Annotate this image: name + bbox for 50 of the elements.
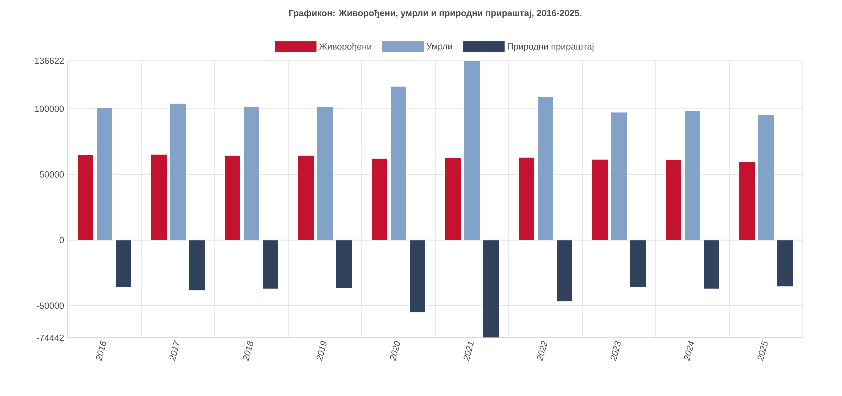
bar: [372, 158, 388, 241]
x-tick-label: 2020: [390, 341, 400, 362]
bar: [483, 240, 500, 338]
bar: [518, 157, 536, 241]
bar: [445, 158, 462, 241]
x-tick-label: 2019: [316, 341, 327, 362]
bar: [189, 240, 206, 292]
x-tick-label: 2024: [684, 340, 694, 362]
x-tick-label: 2016: [96, 340, 106, 362]
x-tick-label: 2022: [537, 341, 548, 362]
bar: [704, 240, 720, 290]
bar: [96, 107, 113, 241]
bar: [224, 156, 242, 241]
bar: [758, 114, 775, 241]
x-tick-label: 2023: [610, 340, 621, 362]
bar: [739, 162, 756, 241]
legend-label: Умрли: [426, 43, 452, 52]
y-tick-label: 50000: [40, 172, 64, 178]
y-tick-label: 136622: [35, 58, 64, 64]
bar: [262, 240, 280, 290]
chart-title: Графикон: Живорођени, умрли и природни прираштај, 2016-2025.: [289, 10, 582, 18]
bar: [611, 112, 628, 241]
x-tick-label: 2021: [464, 342, 474, 362]
bar: [336, 240, 353, 289]
bar: [317, 106, 334, 241]
y-tick-label: -50000: [36, 302, 64, 310]
y-tick-label: 100000: [35, 106, 64, 112]
bar: [538, 96, 554, 241]
bar: [410, 240, 426, 313]
y-tick-label: -74442: [36, 334, 64, 342]
x-tick-label: 2018: [243, 340, 254, 362]
bar: [464, 60, 481, 241]
bar: [151, 154, 168, 241]
bar: [298, 155, 315, 241]
bar: [116, 240, 132, 288]
bar: [556, 240, 574, 302]
y-tick-label: 0: [60, 237, 64, 244]
bar: [78, 154, 94, 241]
x-tick-label: 2025: [758, 340, 768, 362]
x-tick-label: 2017: [170, 340, 180, 362]
bar: [592, 159, 609, 241]
bar: [390, 86, 408, 241]
legend-label: Живорођени: [319, 43, 372, 52]
bar: [684, 110, 702, 241]
bar: [170, 103, 187, 241]
bar: [777, 240, 794, 288]
bar: [666, 160, 682, 241]
legend-label: Природни прираштај: [508, 43, 594, 52]
bar: [630, 240, 647, 288]
bar: [244, 106, 260, 241]
